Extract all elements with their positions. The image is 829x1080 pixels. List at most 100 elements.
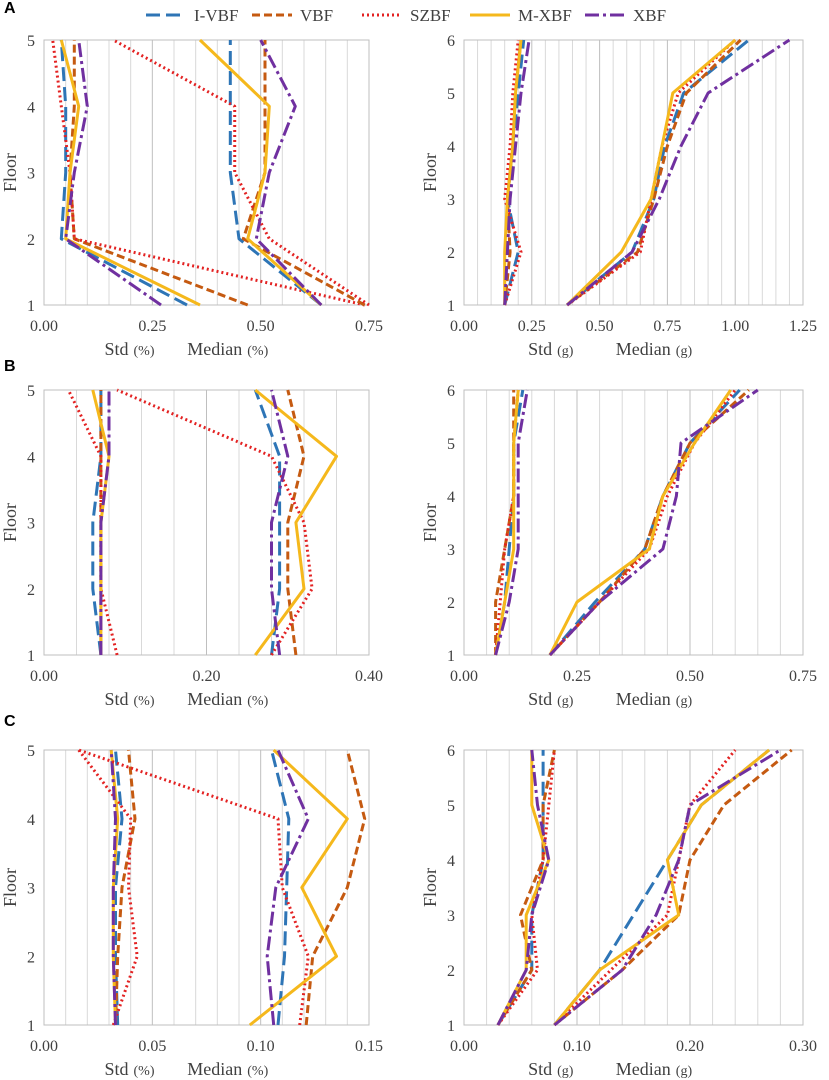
chart2-y-tick-label: 3 [27, 516, 35, 533]
chart2-y-axis-label: Floor [0, 503, 20, 542]
chart4-x-label-median: Median [187, 1059, 242, 1079]
chart2-x-unit-std: (%) [134, 694, 155, 709]
chart4-series-median-vbf [304, 749, 367, 1026]
chart2-series-median-i-vbf [253, 389, 282, 656]
chart0-series-median-szbf [112, 38, 370, 307]
chart3-x-label-median: Median [616, 689, 671, 709]
chart0-y-tick-label: 1 [27, 298, 35, 315]
legend-label-m-xbf: M-XBF [518, 6, 572, 25]
chart0-series-median-i-vbf [228, 40, 323, 307]
chart5-y-tick-label: 5 [447, 798, 455, 815]
chart0-x-tick-label: 0.50 [247, 318, 275, 335]
chart5-plot-frame [463, 749, 804, 1026]
legend-label-i-vbf: I-VBF [194, 6, 239, 25]
chart1-y-axis-label: Floor [420, 153, 440, 192]
chart5-y-tick-label: 6 [447, 743, 455, 760]
chart5-series-median-xbf [553, 748, 782, 1027]
chart1-y-tick-label: 6 [447, 33, 455, 50]
chart1-series-std-m-xbf [503, 39, 523, 305]
chart1-x-tick-label: 0.50 [586, 318, 614, 335]
chart0-series-std-vbf [68, 40, 249, 307]
chart1-y-tick-label: 2 [447, 245, 455, 262]
legend-label-szbf: SZBF [410, 6, 451, 25]
chart3-x-tick-label: 0.50 [676, 668, 704, 685]
chart-b-drift: 1 2 3 4 5 0.00 0.20 0.40 Floor Std (%) Median (%) [0, 383, 383, 709]
chart0-x-unit-std: (%) [134, 344, 155, 359]
chart3-x-tick-label: 0.00 [450, 668, 478, 685]
chart1-series-median-szbf [566, 38, 737, 307]
legend-swatch-szbf [362, 13, 402, 17]
chart1-series-median-m-xbf [566, 38, 737, 307]
chart1-x-label-median: Median [616, 339, 671, 359]
chart0-y-tick-label: 5 [27, 33, 35, 50]
chart2-y-tick-label: 4 [27, 449, 35, 466]
chart4-series-std-xbf [109, 749, 117, 1026]
chart2-x-tick-label: 0.40 [355, 668, 383, 685]
chart5-series-median-i-vbf [553, 748, 771, 1026]
chart4-x-unit-std: (%) [134, 1064, 155, 1079]
chart1-x-unit-median: (g) [676, 344, 693, 359]
chart3-series-std-xbf [494, 389, 529, 656]
chart1-x-unit-std: (g) [557, 344, 574, 359]
chart5-y-tick-label: 1 [447, 1018, 455, 1035]
chart0-series-median-xbf [254, 39, 323, 307]
chart1-y-tick-label: 4 [447, 139, 455, 156]
chart4-y-tick-label: 4 [27, 812, 35, 829]
chart3-y-tick-label: 4 [447, 489, 455, 506]
chart5-series-std-xbf [496, 749, 551, 1026]
chart2-series-median-vbf [286, 389, 306, 656]
legend-label-xbf: XBF [633, 6, 667, 25]
chart3-y-tick-label: 2 [447, 595, 455, 612]
chart4-y-tick-label: 1 [27, 1018, 35, 1035]
chart4-plot-frame [43, 749, 370, 1026]
chart2-series-median-szbf [116, 388, 314, 656]
chart4-x-tick-label: 0.00 [30, 1038, 58, 1055]
chart0-x-label-std: Std [104, 339, 128, 359]
chart-a-acceleration: 1 2 3 4 5 6 0.00 0.25 0.50 0.75 1.00 1.25 Floor Std (g… [420, 33, 817, 359]
chart0-x-tick-label: 0.25 [138, 318, 166, 335]
chart1-x-tick-label: 1.25 [789, 318, 817, 335]
chart4-series-median-i-vbf [270, 749, 291, 1026]
chart0-plot-frame [43, 39, 370, 306]
chart4-y-tick-label: 5 [27, 743, 35, 760]
chart5-y-tick-label: 2 [447, 963, 455, 980]
chart5-y-tick-label: 4 [447, 853, 455, 870]
chart0-x-tick-label: 0.00 [30, 318, 58, 335]
chart1-x-tick-label: 0.25 [518, 318, 546, 335]
chart3-x-label-std: Std [528, 689, 552, 709]
chart5-y-axis-label: Floor [420, 868, 440, 907]
chart0-y-tick-label: 4 [27, 99, 35, 116]
chart3-x-tick-label: 0.25 [563, 668, 591, 685]
chart3-series-median-m-xbf [548, 389, 732, 656]
chart-c-drift: 1 2 3 4 5 0.00 0.05 0.10 0.15 Floor Std (%) Median (%… [0, 743, 383, 1079]
chart3-series-median-vbf [548, 388, 750, 657]
chart5-x-unit-median: (g) [676, 1064, 693, 1079]
chart0-series-std-szbf [51, 39, 366, 307]
chart3-series-median-szbf [548, 389, 737, 657]
chart3-y-tick-label: 6 [447, 383, 455, 400]
chart5-x-tick-label: 0.20 [676, 1038, 704, 1055]
chart3-series-median-xbf [548, 388, 759, 657]
chart5-series-std-vbf [496, 749, 556, 1026]
chart4-x-tick-label: 0.15 [355, 1038, 383, 1055]
chart3-x-unit-std: (g) [557, 694, 574, 709]
chart1-series-std-szbf [503, 39, 523, 306]
chart0-x-tick-label: 0.75 [355, 318, 383, 335]
chart2-series-median-m-xbf [254, 388, 338, 656]
chart4-series-std-i-vbf [114, 749, 124, 1026]
chart1-y-tick-label: 5 [447, 86, 455, 103]
chart3-x-tick-label: 0.75 [789, 668, 817, 685]
chart5-series-std-szbf [496, 749, 556, 1026]
chart2-x-label-std: Std [104, 689, 128, 709]
legend-swatch-m-xbf [470, 13, 510, 17]
legend-swatch-xbf [585, 13, 625, 17]
chart-c-acceleration: 1 2 3 4 5 6 0.00 0.10 0.20 0.30 Floor Std (g) Median (… [420, 743, 817, 1079]
chart0-x-unit-median: (%) [247, 344, 268, 359]
chart4-y-axis-label: Floor [0, 868, 20, 907]
chart1-x-tick-label: 1.00 [721, 318, 749, 335]
chart5-x-label-std: Std [528, 1059, 552, 1079]
chart1-y-tick-label: 1 [447, 298, 455, 315]
chart0-series-std-m-xbf [59, 39, 201, 307]
chart5-series-median-m-xbf [553, 748, 771, 1026]
chart4-y-tick-label: 3 [27, 881, 35, 898]
